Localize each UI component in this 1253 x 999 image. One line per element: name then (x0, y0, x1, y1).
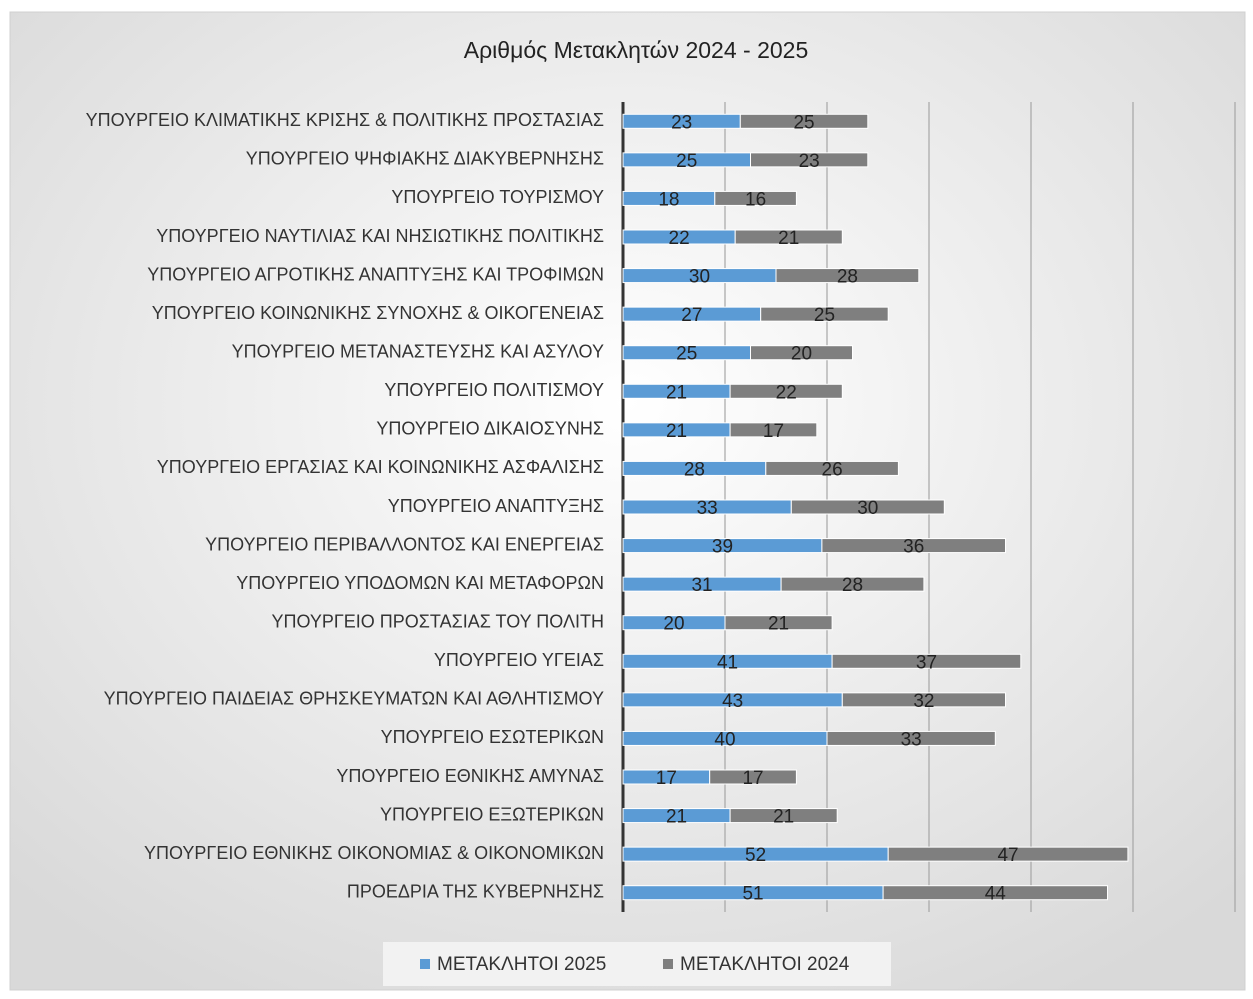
y-tick-label: ΥΠΟΥΡΓΕΙΟ ΑΝΑΠΤΥΞΗΣ (388, 496, 604, 516)
data-label: 23 (799, 151, 820, 172)
y-tick-label: ΥΠΟΥΡΓΕΙΟ ΚΛΙΜΑΤΙΚΗΣ ΚΡΙΣΗΣ & ΠΟΛΙΤΙΚΗΣ … (86, 110, 604, 130)
bar (790, 499, 945, 515)
y-tick-label: ΥΠΟΥΡΓΕΙΟ ΥΓΕΙΑΣ (434, 650, 604, 670)
bar (729, 422, 818, 438)
data-label: 16 (745, 189, 766, 210)
y-tick-label: ΥΠΟΥΡΓΕΙΟ ΕΘΝΙΚΗΣ ΟΙΚΟΝΟΜΙΑΣ & ΟΙΚΟΝΟΜΙΚ… (144, 843, 604, 863)
bar (887, 846, 1129, 862)
y-tick-label: ΥΠΟΥΡΓΕΙΟ ΜΕΤΑΝΑΣΤΕΥΣΗΣ ΚΑΙ ΑΣΥΛΟΥ (232, 341, 604, 361)
chart-title: Αριθμός Μετακλητών 2024 - 2025 (464, 37, 808, 63)
y-tick-label: ΥΠΟΥΡΓΕΙΟ ΕΞΩΤΕΡΙΚΩΝ (380, 804, 604, 824)
bar (724, 615, 833, 631)
y-tick-label: ΥΠΟΥΡΓΕΙΟ ΠΡΟΣΤΑΣΙΑΣ ΤΟΥ ΠΟΛΙΤΗ (271, 611, 604, 631)
bar (841, 692, 1006, 708)
bar (831, 653, 1022, 669)
data-label: 18 (658, 189, 679, 210)
data-label: 22 (669, 228, 690, 249)
data-label: 28 (842, 575, 863, 596)
y-tick-label: ΥΠΟΥΡΓΕΙΟ ΔΙΚΑΙΟΣΥΝΗΣ (376, 419, 604, 439)
bar (739, 113, 869, 129)
bar (826, 730, 996, 746)
data-label: 39 (712, 537, 733, 558)
data-label: 28 (684, 459, 705, 480)
y-tick-label: ΥΠΟΥΡΓΕΙΟ ΚΟΙΝΩΝΙΚΗΣ ΣΥΝΟΧΗΣ & ΟΙΚΟΓΕΝΕΙ… (152, 303, 604, 323)
bar (750, 345, 853, 361)
data-label: 27 (681, 305, 702, 326)
data-label: 20 (663, 614, 684, 635)
data-label: 31 (691, 575, 712, 596)
bar (729, 808, 838, 824)
bar (780, 576, 925, 592)
y-tick-label: ΥΠΟΥΡΓΕΙΟ ΕΣΩΤΕΡΙΚΩΝ (381, 727, 604, 747)
data-label: 36 (903, 537, 924, 558)
data-label: 21 (778, 228, 799, 249)
data-label: 21 (773, 807, 794, 828)
data-label: 51 (742, 884, 763, 905)
y-tick-label: ΥΠΟΥΡΓΕΙΟ ΠΑΙΔΕΙΑΣ ΘΡΗΣΚΕΥΜΑΤΩΝ ΚΑΙ ΑΘΛΗ… (104, 689, 604, 709)
data-label: 25 (676, 151, 697, 172)
data-label: 21 (666, 382, 687, 403)
data-label: 21 (666, 421, 687, 442)
bar (750, 152, 869, 168)
y-tick-label: ΥΠΟΥΡΓΕΙΟ ΑΓΡΟΤΙΚΗΣ ΑΝΑΠΤΥΞΗΣ ΚΑΙ ΤΡΟΦΙΜ… (147, 264, 604, 284)
y-tick-label: ΥΠΟΥΡΓΕΙΟ ΠΕΡΙΒΑΛΛΟΝΤΟΣ ΚΑΙ ΕΝΕΡΓΕΙΑΣ (205, 534, 604, 554)
data-label: 22 (776, 382, 797, 403)
legend-swatch (420, 959, 430, 969)
data-label: 28 (837, 267, 858, 288)
data-label: 25 (676, 344, 697, 365)
data-label: 17 (742, 768, 763, 789)
bar (760, 306, 889, 322)
legend-label: ΜΕΤΑΚΛΗΤΟΙ 2025 (437, 954, 606, 975)
bar (821, 538, 1007, 554)
y-tick-label: ΥΠΟΥΡΓΕΙΟ ΨΗΦΙΑΚΗΣ ΔΙΑΚΥΒΕΡΝΗΣΗΣ (246, 149, 604, 169)
bar (709, 769, 797, 785)
data-label: 23 (671, 112, 692, 133)
bar (714, 190, 797, 206)
y-tick-label: ΥΠΟΥΡΓΕΙΟ ΕΘΝΙΚΗΣ ΑΜΥΝΑΣ (336, 766, 604, 786)
data-label: 21 (768, 614, 789, 635)
data-label: 30 (857, 498, 878, 519)
data-label: 41 (717, 652, 738, 673)
data-label: 52 (745, 845, 766, 866)
y-tick-label: ΥΠΟΥΡΓΕΙΟ ΤΟΥΡΙΣΜΟΥ (391, 187, 604, 207)
bar (765, 460, 899, 476)
bar (775, 268, 920, 284)
data-label: 43 (722, 691, 743, 712)
data-label: 33 (901, 729, 922, 750)
data-label: 26 (822, 459, 843, 480)
data-label: 32 (913, 691, 934, 712)
legend-label: ΜΕΤΑΚΛΗΤΟΙ 2024 (680, 954, 850, 975)
data-label: 17 (763, 421, 784, 442)
data-label: 44 (985, 884, 1007, 905)
legend-swatch (663, 959, 673, 969)
data-label: 25 (814, 305, 835, 326)
data-label: 40 (714, 729, 735, 750)
data-label: 47 (997, 845, 1018, 866)
y-tick-label: ΥΠΟΥΡΓΕΙΟ ΥΠΟΔΟΜΩΝ ΚΑΙ ΜΕΤΑΦΟΡΩΝ (236, 573, 604, 593)
data-label: 33 (697, 498, 718, 519)
data-label: 21 (666, 807, 687, 828)
data-label: 37 (916, 652, 937, 673)
y-tick-label: ΥΠΟΥΡΓΕΙΟ ΠΟΛΙΤΙΣΜΟΥ (384, 380, 604, 400)
legend-box (383, 942, 891, 986)
y-tick-label: ΥΠΟΥΡΓΕΙΟ ΝΑΥΤΙΛΙΑΣ ΚΑΙ ΝΗΣΙΩΤΙΚΗΣ ΠΟΛΙΤ… (156, 226, 604, 246)
bar (882, 885, 1108, 901)
data-label: 25 (793, 112, 814, 133)
data-label: 30 (689, 267, 710, 288)
y-tick-label: ΥΠΟΥΡΓΕΙΟ ΕΡΓΑΣΙΑΣ ΚΑΙ ΚΟΙΝΩΝΙΚΗΣ ΑΣΦΑΛΙ… (157, 457, 604, 477)
y-tick-label: ΠΡΟΕΔΡΙΑ ΤΗΣ ΚΥΒΕΡΝΗΣΗΣ (347, 881, 604, 901)
bar (734, 229, 843, 245)
bar (729, 383, 843, 399)
data-label: 20 (791, 344, 812, 365)
data-label: 17 (656, 768, 677, 789)
